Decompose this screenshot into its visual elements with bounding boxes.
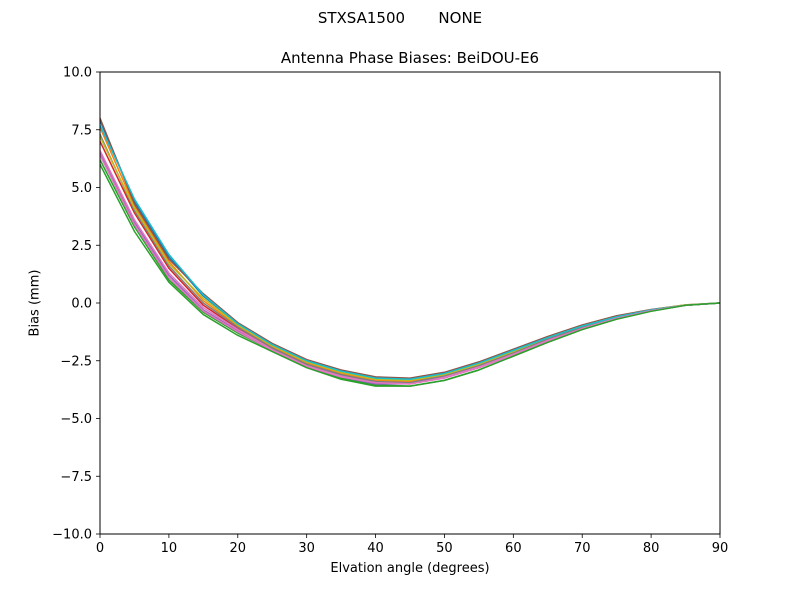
x-tick-label: 70 bbox=[574, 541, 591, 556]
x-axis-ticks: 0 10 20 30 40 50 60 70 80 90 bbox=[96, 534, 728, 556]
y-tick-label: 5.0 bbox=[71, 181, 92, 196]
y-tick-label: −7.5 bbox=[60, 470, 92, 485]
y-tick-label: 2.5 bbox=[71, 239, 92, 254]
series-line-4 bbox=[99, 140, 721, 385]
chart-title: Antenna Phase Biases: BeiDOU-E6 bbox=[280, 49, 540, 67]
series-line-12 bbox=[99, 164, 721, 387]
y-tick-label: 0.0 bbox=[71, 297, 92, 312]
x-tick-label: 20 bbox=[230, 541, 247, 556]
series-line-6 bbox=[99, 117, 721, 379]
x-tick-label: 0 bbox=[96, 541, 104, 556]
series-line-3 bbox=[99, 159, 721, 387]
series-line-7 bbox=[99, 150, 721, 384]
x-tick-label: 80 bbox=[643, 541, 660, 556]
chart-suptitle: STXSA1500 NONE bbox=[317, 9, 483, 27]
series-line-5 bbox=[99, 152, 721, 385]
x-tick-label: 50 bbox=[436, 541, 453, 556]
y-tick-label: −2.5 bbox=[60, 354, 92, 369]
series-line-1 bbox=[99, 120, 721, 380]
y-tick-label: 10.0 bbox=[63, 66, 92, 81]
series-line-2 bbox=[99, 127, 721, 383]
series-line-9 bbox=[99, 136, 721, 382]
series-line-10 bbox=[99, 124, 721, 380]
x-tick-label: 10 bbox=[161, 541, 178, 556]
y-tick-label: −10.0 bbox=[52, 528, 92, 543]
x-tick-label: 60 bbox=[505, 541, 522, 556]
y-tick-label: −5.0 bbox=[60, 412, 92, 427]
series-line-11 bbox=[99, 154, 721, 385]
x-axis-label: Elvation angle (degrees) bbox=[330, 561, 490, 576]
y-axis-ticks: −10.0 −7.5 −5.0 −2.5 0.0 2.5 5.0 7.5 10.0 bbox=[52, 66, 100, 543]
y-tick-label: 7.5 bbox=[71, 123, 92, 138]
series-line-8 bbox=[99, 134, 721, 384]
series-lines bbox=[99, 117, 721, 387]
x-tick-label: 90 bbox=[712, 541, 729, 556]
x-tick-label: 40 bbox=[367, 541, 384, 556]
x-tick-label: 30 bbox=[298, 541, 315, 556]
